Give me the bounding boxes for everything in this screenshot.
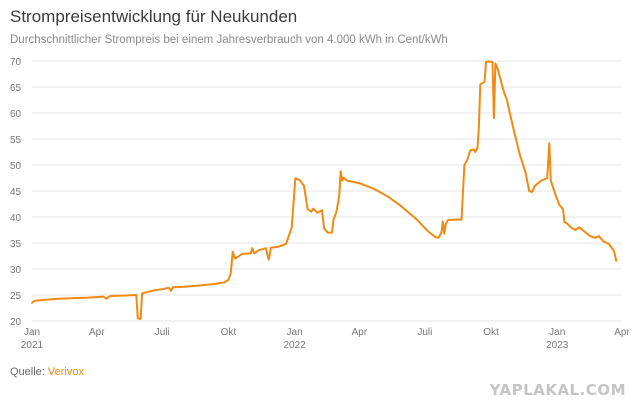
y-tick-label: 20 <box>10 317 22 328</box>
x-tick-year: 2023 <box>546 340 569 351</box>
y-tick-label: 35 <box>10 239 22 250</box>
watermark-logo: YAPLAKAL.COM <box>489 381 626 399</box>
x-tick-year: 2022 <box>283 340 306 351</box>
y-tick-label: 70 <box>10 57 22 68</box>
x-tick-year: 2021 <box>21 340 44 351</box>
y-tick-label: 45 <box>10 187 22 198</box>
y-tick-label: 40 <box>10 213 22 224</box>
y-tick-label: 60 <box>10 109 22 120</box>
source-link[interactable]: Verivox <box>47 366 84 378</box>
x-tick-label: Apr <box>352 327 368 338</box>
y-tick-label: 30 <box>10 265 22 276</box>
x-tick-label: Jan <box>24 327 40 338</box>
source-label: Quelle: <box>10 366 45 378</box>
x-tick-label: Juli <box>155 327 170 338</box>
y-tick-label: 65 <box>10 83 22 94</box>
x-tick-label: Jan <box>287 327 303 338</box>
chart-title: Strompreisentwicklung für Neukunden <box>10 7 298 26</box>
x-tick-label: Okt <box>483 327 499 338</box>
series-line <box>31 60 618 320</box>
x-tick-label: Apr <box>89 327 105 338</box>
x-tick-label: Apr <box>614 327 630 338</box>
chart-subtitle: Durchschnittlicher Strompreis bei einem … <box>10 34 448 46</box>
y-tick-label: 25 <box>10 291 22 302</box>
source-note: Quelle: Verivox <box>10 366 84 378</box>
y-tick-label: 55 <box>10 135 22 146</box>
x-tick-label: Jan <box>549 327 565 338</box>
x-tick-label: Juli <box>417 327 432 338</box>
x-tick-label: Okt <box>221 327 237 338</box>
y-tick-label: 50 <box>10 161 22 172</box>
